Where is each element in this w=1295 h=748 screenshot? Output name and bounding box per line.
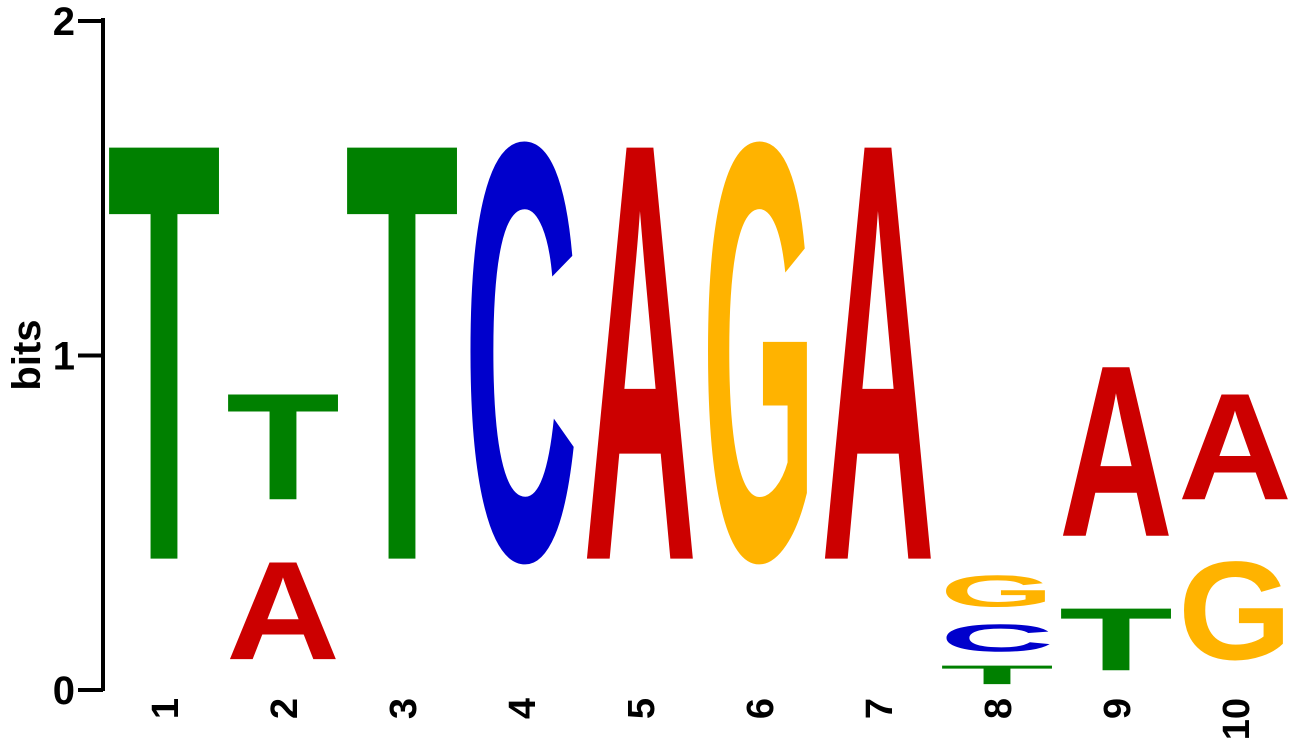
logo-letter-a: A bbox=[821, 19, 935, 686]
x-tick-label: 3 bbox=[383, 698, 425, 719]
x-tick-label: 9 bbox=[1097, 698, 1139, 719]
logo-letter-t: T bbox=[1059, 590, 1173, 690]
logo-letter-t: T bbox=[345, 17, 459, 685]
y-axis: 0 1 2 bbox=[53, 0, 105, 713]
logo-letter-t: T bbox=[940, 660, 1054, 690]
x-tick-label: 7 bbox=[859, 698, 901, 719]
x-tick-label: 4 bbox=[502, 698, 544, 719]
y-axis-label: bits bbox=[5, 319, 49, 390]
logo-letter-a: A bbox=[1178, 362, 1292, 532]
x-tick-label: 8 bbox=[978, 698, 1020, 719]
x-tick-label: 5 bbox=[621, 698, 663, 719]
logo-letter-a: A bbox=[1059, 313, 1173, 588]
logo-letter-g: G bbox=[702, 19, 816, 687]
logo-column-9: TA bbox=[1059, 313, 1173, 689]
x-tick-label: 2 bbox=[264, 698, 306, 719]
y-tick-label: 1 bbox=[53, 335, 75, 379]
logo-letter-c: C bbox=[940, 617, 1054, 660]
x-tick-label: 1 bbox=[145, 698, 187, 719]
x-axis-labels: 1 2 3 4 5 6 7 8 9 10 bbox=[145, 698, 1258, 740]
logo-column-10: GA bbox=[1178, 362, 1292, 690]
logo-column-4: C bbox=[464, 19, 578, 686]
logo-column-1: T bbox=[107, 17, 221, 685]
logo-letter-c: C bbox=[464, 19, 578, 686]
logo-letter-a: A bbox=[226, 532, 340, 689]
logo-column-6: G bbox=[702, 19, 816, 687]
logo-letter-g: G bbox=[940, 566, 1054, 616]
logo-column-5: A bbox=[583, 19, 697, 686]
logo-letter-t: T bbox=[107, 17, 221, 685]
x-tick-label: 6 bbox=[740, 698, 782, 719]
logo-column-8: TCG bbox=[940, 566, 1054, 690]
y-tick-label: 2 bbox=[53, 0, 75, 44]
y-tick-label: 0 bbox=[53, 669, 75, 713]
logo-column-3: T bbox=[345, 17, 459, 685]
logo-letter-t: T bbox=[226, 362, 340, 532]
logo-column-2: AT bbox=[226, 362, 340, 689]
logo-letter-g: G bbox=[1178, 533, 1292, 690]
logo-letter-a: A bbox=[583, 19, 697, 686]
logo-column-7: A bbox=[821, 19, 935, 686]
x-tick-label: 10 bbox=[1216, 698, 1258, 740]
